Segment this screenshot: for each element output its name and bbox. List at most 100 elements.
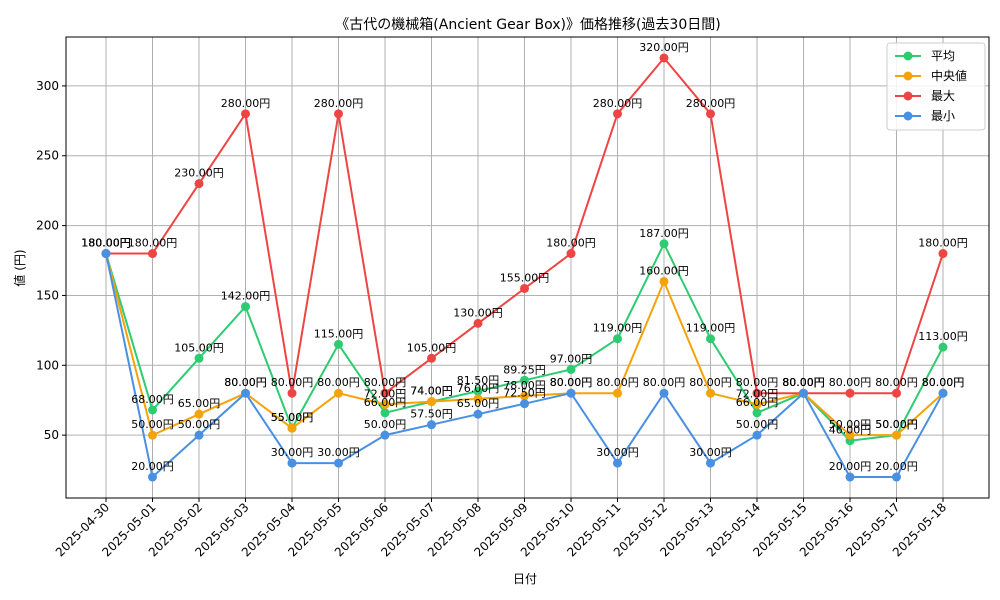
data-label: 113.00円 xyxy=(918,330,968,343)
legend-marker xyxy=(903,91,913,101)
data-point xyxy=(799,388,808,398)
data-label: 80.00円 xyxy=(782,376,825,389)
data-label: 80.00円 xyxy=(922,376,965,389)
y-tick-label: 200 xyxy=(36,219,59,233)
data-label: 30.00円 xyxy=(271,446,314,459)
data-label: 50.00円 xyxy=(736,418,779,431)
data-point xyxy=(892,388,901,398)
data-label: 142.00円 xyxy=(221,290,271,303)
data-point xyxy=(334,388,343,398)
data-point xyxy=(613,334,622,344)
data-label: 74.00円 xyxy=(410,385,453,398)
data-label: 160.00円 xyxy=(639,264,689,277)
data-label: 50.00円 xyxy=(875,418,918,431)
data-point xyxy=(427,353,436,363)
data-point xyxy=(148,249,157,259)
data-label: 76.00円 xyxy=(457,382,500,395)
y-tick-label: 150 xyxy=(36,288,59,302)
data-point xyxy=(194,353,204,363)
data-label: 180.00円 xyxy=(128,237,178,250)
data-point xyxy=(566,364,576,374)
data-point xyxy=(613,109,622,119)
data-label: 80.00円 xyxy=(689,376,732,389)
data-label: 105.00円 xyxy=(174,341,224,354)
data-point xyxy=(520,399,529,409)
data-point xyxy=(148,472,157,482)
legend-label: 中央値 xyxy=(931,68,967,83)
y-axis-title: 値 (円) xyxy=(12,249,27,286)
data-label: 65.00円 xyxy=(457,397,500,410)
data-label: 115.00円 xyxy=(314,327,364,340)
data-point xyxy=(427,397,436,407)
data-point xyxy=(334,458,343,468)
data-point xyxy=(752,399,762,409)
data-point xyxy=(659,53,669,63)
legend-marker xyxy=(903,51,913,61)
data-point xyxy=(380,399,390,409)
data-point xyxy=(287,388,297,398)
data-label: 80.00円 xyxy=(782,376,825,389)
plot-frame xyxy=(65,36,990,499)
data-label: 105.00円 xyxy=(407,341,457,354)
data-labels: 180.00円 68.00円 105.00円 142.00円 55.00円 115.00円… xyxy=(81,41,968,473)
y-tick-label: 50 xyxy=(44,428,59,442)
data-label: 30.00円 xyxy=(689,446,732,459)
data-label: 119.00円 xyxy=(686,322,736,335)
data-label: 55.00円 xyxy=(271,411,314,424)
data-label: 50.00円 xyxy=(364,418,407,431)
data-point xyxy=(613,388,622,398)
data-point xyxy=(194,430,204,440)
legend-marker xyxy=(903,111,913,121)
data-point xyxy=(566,388,576,398)
data-point xyxy=(706,109,715,119)
data-label: 230.00円 xyxy=(174,167,224,180)
data-label: 80.00円 xyxy=(782,376,825,389)
data-label: 55.00円 xyxy=(271,411,314,424)
data-point xyxy=(380,408,390,418)
data-label: 66.00円 xyxy=(736,396,779,409)
data-label: 50.00円 xyxy=(829,418,872,431)
data-label: 74.00円 xyxy=(410,385,453,398)
grid xyxy=(66,37,989,498)
data-label: 72.00円 xyxy=(736,387,779,400)
data-label: 80.00円 xyxy=(596,376,639,389)
data-label: 20.00円 xyxy=(829,460,872,473)
data-label: 72.50円 xyxy=(503,387,546,400)
data-point xyxy=(194,409,204,419)
x-axis-title: 日付 xyxy=(513,572,537,586)
data-label: 320.00円 xyxy=(639,41,689,54)
data-label: 80.00円 xyxy=(875,376,918,389)
data-label: 80.00円 xyxy=(550,376,593,389)
data-label: 119.00円 xyxy=(593,322,643,335)
data-point xyxy=(473,394,483,404)
data-label: 50.00円 xyxy=(875,418,918,431)
chart-title: 《古代の機械箱(Ancient Gear Box)》価格推移(過去30日間) xyxy=(335,17,720,33)
data-label: 80.00円 xyxy=(364,376,407,389)
data-label: 180.00円 xyxy=(918,237,968,250)
data-point xyxy=(287,423,297,433)
data-point xyxy=(148,430,157,440)
data-label: 180.00円 xyxy=(546,237,596,250)
data-label: 280.00円 xyxy=(221,97,271,110)
legend-label: 最大 xyxy=(931,89,955,103)
data-label: 50.00円 xyxy=(178,418,221,431)
y-axis-ticks: 50 100 150 200 250 300 xyxy=(36,79,66,442)
data-label: 65.00円 xyxy=(178,397,221,410)
data-point xyxy=(520,283,529,293)
y-tick-label: 100 xyxy=(36,358,59,372)
data-label: 20.00円 xyxy=(131,460,174,473)
data-point xyxy=(938,342,948,352)
data-label: 72.00円 xyxy=(364,387,407,400)
data-point xyxy=(659,276,669,286)
data-label: 180.00円 xyxy=(81,237,131,250)
legend-marker xyxy=(903,71,913,81)
data-label: 180.00円 xyxy=(81,237,131,250)
data-point xyxy=(241,109,250,119)
y-tick-label: 300 xyxy=(36,79,59,93)
data-label: 66.00円 xyxy=(364,396,407,409)
data-label: 50.00円 xyxy=(131,418,174,431)
data-label: 20.00円 xyxy=(875,460,918,473)
data-label: 81.50円 xyxy=(457,374,500,387)
data-point xyxy=(334,339,343,349)
